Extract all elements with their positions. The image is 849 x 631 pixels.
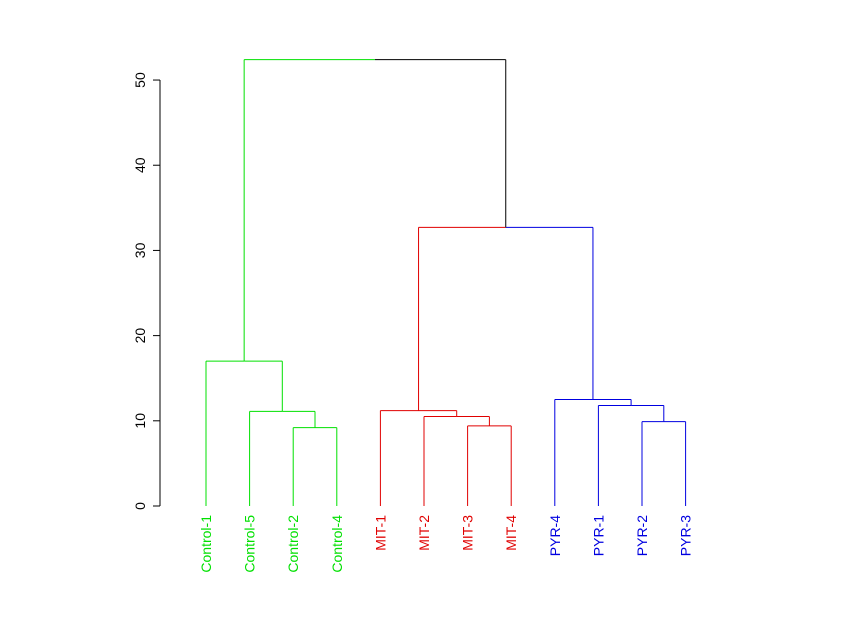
y-axis: 0 10 20 30 40 50 [132, 72, 161, 510]
leaf-label-mit-4: MIT-4 [503, 515, 519, 551]
merge-4 [423, 416, 490, 506]
merge-5 [379, 410, 458, 506]
leaf-label-mit-3: MIT-3 [460, 515, 476, 551]
merge-7 [597, 404, 665, 506]
merge-0 [292, 427, 338, 506]
y-tick-label-0: 0 [132, 502, 148, 510]
leaf-label-mit-2: MIT-2 [416, 515, 432, 551]
merge-1 [249, 410, 316, 506]
leaf-label-control-4: Control-4 [329, 515, 345, 573]
y-tick-label-10: 10 [132, 413, 148, 429]
y-tick-label-30: 30 [132, 242, 148, 258]
y-tick-label-20: 20 [132, 328, 148, 344]
leaf-label-pyr-3: PYR-3 [678, 515, 694, 556]
leaf-label-control-5: Control-5 [242, 515, 258, 573]
leaf-label-pyr-1: PYR-1 [590, 515, 606, 556]
leaf-label-pyr-2: PYR-2 [634, 515, 650, 556]
leaf-label-pyr-4: PYR-4 [547, 515, 563, 556]
leaf-label-mit-1: MIT-1 [372, 515, 388, 551]
merge-9 [418, 226, 594, 411]
merge-6 [641, 421, 687, 506]
y-tick-label-40: 40 [132, 157, 148, 173]
leaf-labels: Control-1 Control-5 Control-2 Control-4 MIT-… [198, 515, 694, 573]
y-tick-label-50: 50 [132, 72, 148, 88]
merge-10 [243, 59, 507, 362]
leaf-label-control-2: Control-2 [285, 515, 301, 573]
merge-3 [467, 425, 512, 506]
merge-8 [554, 399, 632, 506]
dendrogram-branches [205, 59, 687, 506]
leaf-label-control-1: Control-1 [198, 515, 214, 573]
merge-2 [205, 360, 283, 506]
